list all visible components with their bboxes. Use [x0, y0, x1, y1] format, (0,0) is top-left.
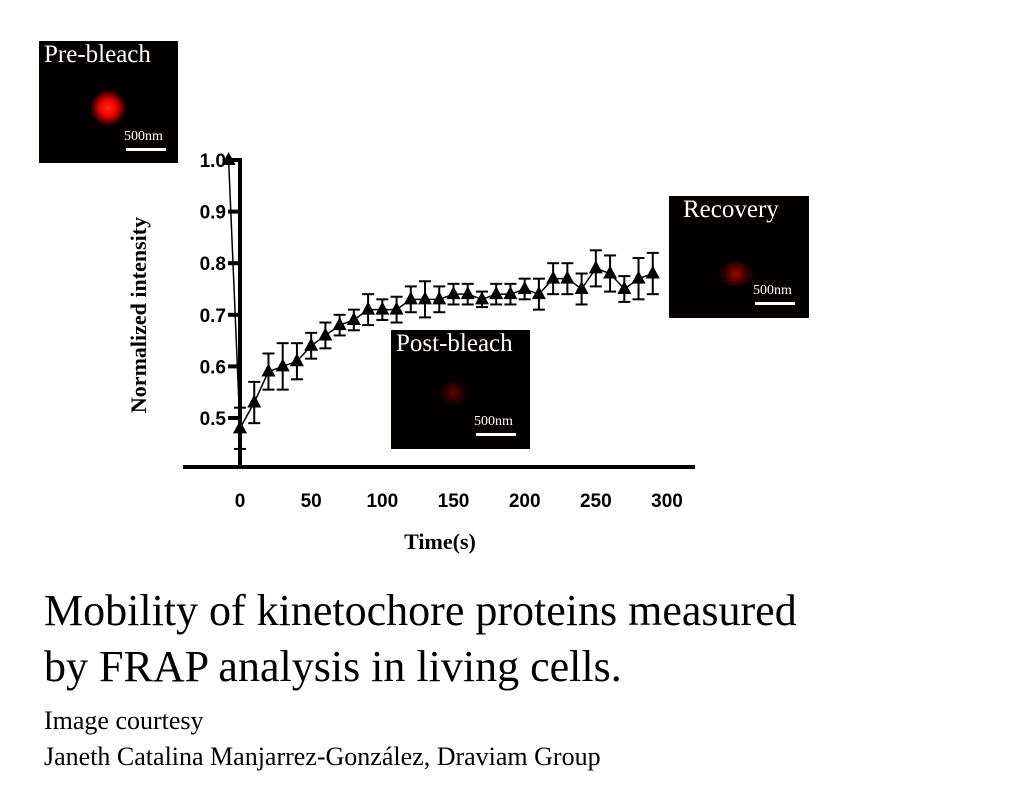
fluorescent-spot — [91, 91, 125, 125]
data-point — [261, 363, 276, 377]
data-point — [332, 317, 347, 331]
data-point — [361, 301, 376, 315]
data-point — [531, 286, 546, 300]
scale-label: 500nm — [474, 414, 513, 429]
inset-label: Pre-bleach — [44, 41, 151, 68]
data-point — [418, 291, 433, 305]
caption-line-2: by FRAP analysis in living cells. — [44, 642, 622, 691]
scale-bar — [755, 302, 795, 305]
data-point — [460, 286, 475, 300]
data-point — [645, 265, 660, 279]
recovery-inset: Recovery 500nm — [669, 196, 809, 318]
scale-bar — [476, 433, 516, 436]
x-tick-label: 300 — [651, 491, 683, 512]
scale-label: 500nm — [124, 129, 163, 144]
pre-bleach-inset: Pre-bleach 500nm — [39, 41, 178, 163]
data-point — [631, 270, 646, 284]
credit-line-2: Janeth Catalina Manjarrez-González, Drav… — [44, 742, 601, 771]
y-tick-label: 0.5 — [200, 409, 227, 430]
data-point — [517, 281, 532, 294]
x-tick-label: 0 — [235, 491, 246, 512]
data-point — [546, 270, 561, 284]
scale-label: 500nm — [753, 283, 792, 298]
y-axis-label: Normalized intensity — [126, 217, 151, 413]
data-point — [446, 286, 461, 300]
data-point — [304, 337, 319, 351]
credit-line-1: Image courtesy — [44, 706, 204, 735]
data-point — [474, 291, 489, 305]
data-point — [346, 311, 361, 325]
data-point — [289, 353, 304, 367]
figure-caption: Mobility of kinetochore proteins measure… — [44, 583, 797, 695]
fluorescent-spot — [719, 262, 753, 286]
data-point — [560, 270, 575, 284]
data-point — [432, 291, 447, 305]
caption-line-1: Mobility of kinetochore proteins measure… — [44, 586, 797, 635]
data-point — [503, 286, 518, 300]
data-point — [275, 358, 290, 372]
post-bleach-inset: Post-bleach 500nm — [391, 330, 530, 449]
data-point — [617, 281, 632, 294]
data-point — [389, 301, 404, 315]
fluorescent-spot — [439, 382, 467, 404]
data-point — [603, 265, 618, 279]
x-axis-label: Time(s) — [404, 529, 476, 554]
y-tick-label: 0.9 — [200, 203, 226, 224]
x-tick-label: 200 — [509, 491, 541, 512]
data-point — [375, 301, 390, 315]
y-tick-label: 0.8 — [200, 254, 226, 275]
scale-bar — [126, 148, 166, 151]
data-point — [574, 281, 589, 294]
data-point — [247, 394, 262, 408]
inset-label: Post-bleach — [396, 330, 513, 357]
inset-label: Recovery — [683, 196, 779, 223]
data-point — [588, 260, 603, 274]
x-tick-label: 150 — [438, 491, 470, 512]
x-tick-label: 100 — [366, 491, 398, 512]
data-point — [403, 291, 418, 305]
data-point — [318, 327, 333, 341]
y-tick-label: 0.7 — [200, 306, 226, 327]
data-point — [221, 152, 236, 165]
data-point — [233, 420, 247, 434]
y-tick-label: 0.6 — [200, 357, 226, 378]
y-tick-label: 1.0 — [200, 151, 226, 172]
x-tick-label: 50 — [301, 491, 322, 512]
x-tick-label: 250 — [580, 491, 612, 512]
data-point — [489, 286, 504, 300]
